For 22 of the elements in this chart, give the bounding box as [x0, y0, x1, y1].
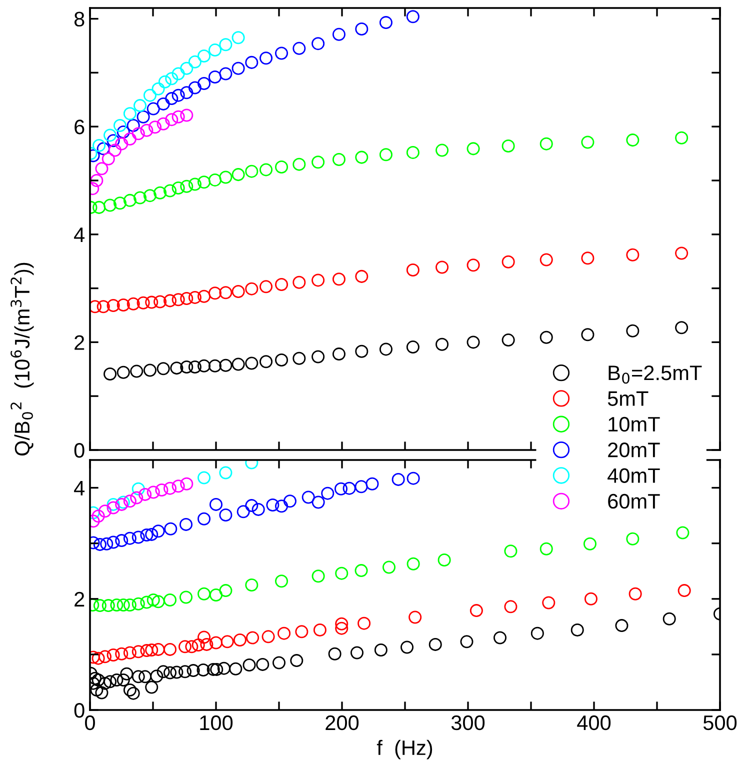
x-tick-label: 0: [85, 715, 95, 730]
legend-label: 20mT: [608, 442, 660, 458]
legend-label: 60mT: [608, 494, 660, 509]
x-tick-label: 200: [326, 715, 359, 730]
y-tick-label: 0: [74, 443, 84, 458]
y-tick-label: 4: [74, 480, 85, 496]
y-tick-label: 2: [74, 592, 84, 606]
x-tick-label: 400: [577, 715, 611, 730]
y-tick-label: 4: [74, 228, 85, 242]
legend-label: 40mT: [608, 468, 660, 483]
x-tick-label: 100: [200, 715, 233, 730]
x-tick-label: 300: [451, 715, 485, 730]
legend-label: 5mT: [608, 391, 648, 406]
x-axis-title: f (Hz): [376, 740, 432, 760]
y-tick-label: 0: [74, 703, 84, 718]
legend-label: B$_{0}$=2.5mT: [608, 366, 702, 384]
y-tick-label: 8: [74, 12, 84, 27]
text: Q/B$_{0}$$^{2}$ (10$^{6}$J/(m$^{3}$T$^{2}$)): [10, 262, 34, 456]
x-tick-label: 500: [703, 715, 737, 730]
legend-label: 10mT: [608, 416, 660, 432]
y-tick-label: 2: [74, 335, 84, 350]
y-tick-label: 6: [74, 120, 84, 134]
